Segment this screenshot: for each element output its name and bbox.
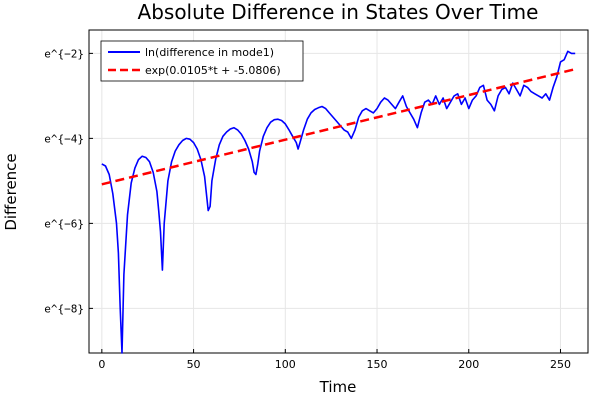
- tick-labels: 0 50 100 150 200 250 e^{−8} e^{−6} e^{−4} e^{−2}: [44, 47, 571, 371]
- x-tick-label: 250: [550, 358, 571, 371]
- series-line-1: [101, 50, 576, 354]
- series-line-2: [101, 67, 576, 186]
- y-axis-label: Difference: [2, 153, 20, 230]
- grid: [89, 30, 588, 353]
- x-tick-label: 50: [187, 358, 201, 371]
- y-tick-label: e^{−6}: [44, 217, 84, 230]
- y-tick-label: e^{−8}: [44, 302, 84, 315]
- chart-title: Absolute Difference in States Over Time: [138, 0, 539, 24]
- legend: ln(difference in mode1) exp(0.0105*t + -…: [100, 40, 304, 82]
- plot-frame: [88, 29, 589, 354]
- x-tick-label: 150: [367, 358, 388, 371]
- series-layer: [101, 50, 576, 354]
- x-tick-label: 200: [458, 358, 479, 371]
- x-axis-label: Time: [319, 378, 357, 396]
- legend-box: [100, 40, 304, 82]
- y-tick-label: e^{−4}: [44, 132, 84, 145]
- x-tick-label: 0: [98, 358, 105, 371]
- x-tick-label: 100: [275, 358, 296, 371]
- legend-label-series-2: exp(0.0105*t + -5.0806): [145, 64, 281, 77]
- legend-label-series-1: ln(difference in mode1): [145, 46, 274, 59]
- y-tick-label: e^{−2}: [44, 47, 84, 60]
